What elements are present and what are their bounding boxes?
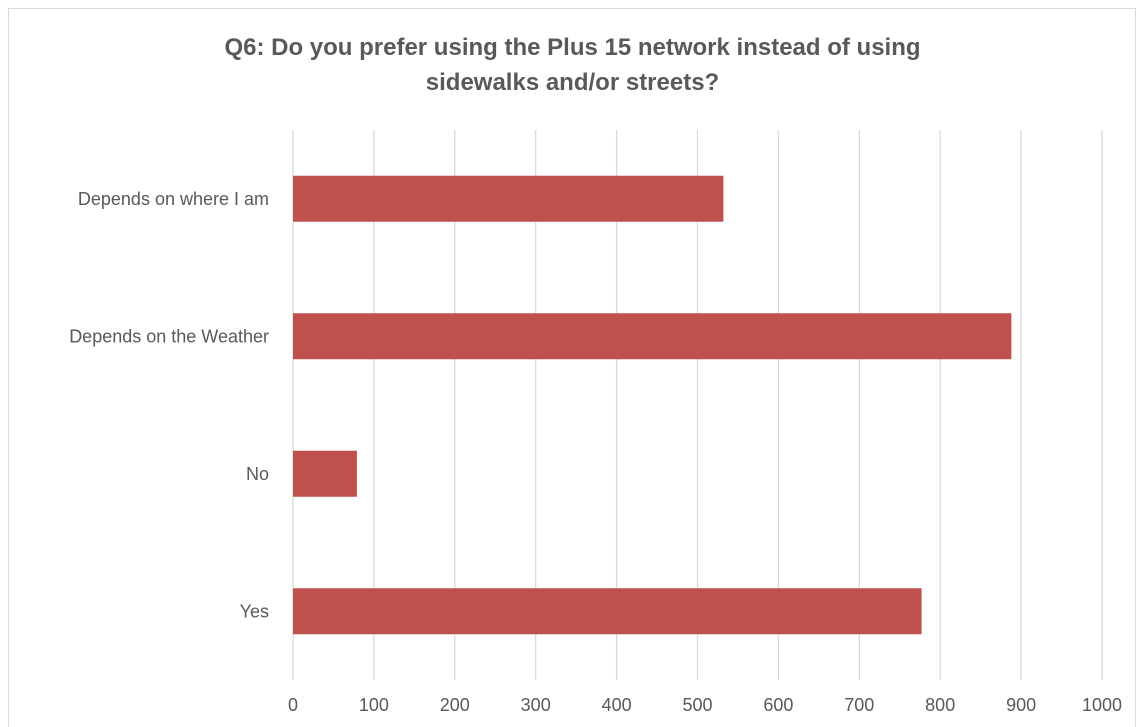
bar-yes <box>293 588 922 635</box>
x-tick-label: 400 <box>602 695 632 715</box>
bar-depends-on-where-i-am <box>293 175 724 222</box>
category-labels: Depends on where I am Depends on the Weat… <box>69 189 269 622</box>
x-tick-label: 900 <box>1006 695 1036 715</box>
x-tick-label: 200 <box>440 695 470 715</box>
category-label: No <box>246 464 269 484</box>
bar-depends-on-the-weather <box>293 313 1012 360</box>
x-tick-label: 600 <box>763 695 793 715</box>
x-tick-label: 500 <box>682 695 712 715</box>
category-label: Depends on where I am <box>78 189 269 209</box>
chart-title: Q6: Do you prefer using the Plus 15 netw… <box>224 34 921 96</box>
x-tick-label: 300 <box>521 695 551 715</box>
x-tick-labels: 0 100 200 300 400 500 600 700 800 900 1000 <box>288 695 1122 715</box>
x-tick-label: 1000 <box>1082 695 1122 715</box>
bar-no <box>293 450 357 497</box>
x-tick-label: 800 <box>925 695 955 715</box>
category-label: Yes <box>240 601 269 621</box>
x-tick-label: 100 <box>359 695 389 715</box>
x-tick-label: 0 <box>288 695 298 715</box>
x-tick-label: 700 <box>844 695 874 715</box>
category-label: Depends on the Weather <box>69 326 269 346</box>
bars <box>293 175 1012 635</box>
